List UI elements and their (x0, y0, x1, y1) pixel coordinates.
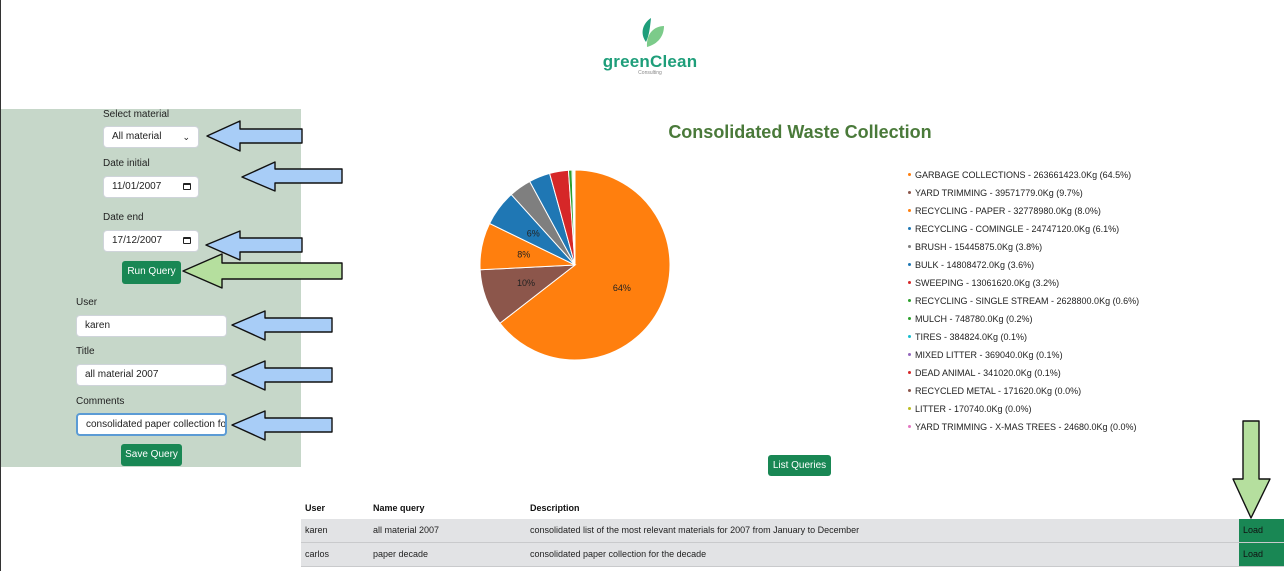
legend-dot-icon (908, 299, 911, 303)
legend-dot-icon (908, 317, 911, 321)
legend-label: MULCH - 748780.0Kg (0.2%) (915, 314, 1033, 324)
legend-label: YARD TRIMMING - 39571779.0Kg (9.7%) (915, 188, 1083, 198)
load-button[interactable]: Load (1239, 543, 1284, 566)
legend-label: TIRES - 384824.0Kg (0.1%) (915, 332, 1028, 342)
legend-item: RECYCLING - COMINGLE - 24747120.0Kg (6.1… (908, 224, 1278, 242)
user-input[interactable]: karen (76, 315, 227, 337)
legend-dot-icon (908, 191, 911, 195)
legend-label: RECYCLING - COMINGLE - 24747120.0Kg (6.1… (915, 224, 1120, 234)
date-end-input[interactable]: 17/12/2007 (103, 230, 199, 252)
row-user: karen (305, 525, 328, 535)
calendar-icon[interactable] (183, 237, 191, 244)
row-description: consolidated paper collection for the de… (530, 549, 707, 559)
comments-input[interactable]: consolidated paper collection for (76, 413, 227, 436)
legend-dot-icon (908, 371, 911, 375)
date-initial-value: 11/01/2007 (112, 181, 162, 192)
date-initial-label: Date initial (103, 158, 150, 169)
user-input-value: karen (85, 320, 111, 331)
legend-dot-icon (908, 425, 911, 429)
run-query-button[interactable]: Run Query (122, 261, 181, 284)
material-select[interactable]: All material ⌄ (103, 126, 199, 148)
legend-item: BULK - 14808472.0Kg (3.6%) (908, 260, 1278, 278)
title-input-value: all material 2007 (85, 369, 159, 380)
legend-dot-icon (908, 407, 911, 411)
legend-dot-icon (908, 389, 911, 393)
legend-dot-icon (908, 353, 911, 357)
material-label: Select material (103, 109, 170, 120)
legend-label: LITTER - 170740.0Kg (0.0%) (915, 404, 1032, 414)
pie-slice-label: 64% (613, 283, 631, 293)
load-button[interactable]: Load (1239, 519, 1284, 542)
pie-chart: 64% 10% 8% 6% (479, 169, 671, 361)
pie-slice (499, 169, 671, 361)
legend-label: DEAD ANIMAL - 341020.0Kg (0.1%) (915, 368, 1061, 378)
title-input[interactable]: all material 2007 (76, 364, 227, 386)
calendar-icon[interactable] (183, 183, 191, 190)
legend-label: YARD TRIMMING - X-MAS TREES - 24680.0Kg … (915, 422, 1137, 432)
column-header-description: Description (530, 503, 580, 513)
table-row: carlos paper decade consolidated paper c… (301, 543, 1284, 567)
legend-label: MIXED LITTER - 369040.0Kg (0.1%) (915, 350, 1063, 360)
legend-label: SWEEPING - 13061620.0Kg (3.2%) (915, 278, 1060, 288)
column-header-name-query: Name query (373, 503, 425, 513)
legend-label: GARBAGE COLLECTIONS - 263661423.0Kg (64.… (915, 170, 1132, 180)
legend-item: SWEEPING - 13061620.0Kg (3.2%) (908, 278, 1278, 296)
date-end-label: Date end (103, 212, 144, 223)
pie-slice-label: 6% (527, 229, 540, 239)
list-queries-button[interactable]: List Queries (768, 455, 831, 476)
date-initial-input[interactable]: 11/01/2007 (103, 176, 199, 198)
material-select-value: All material (112, 131, 162, 142)
chart-title: Consolidated Waste Collection (668, 122, 932, 142)
legend-item: RECYCLING - PAPER - 32778980.0Kg (8.0%) (908, 206, 1278, 224)
row-name-query: paper decade (373, 549, 429, 559)
chart-legend: GARBAGE COLLECTIONS - 263661423.0Kg (64.… (908, 170, 1278, 440)
legend-label: BRUSH - 15445875.0Kg (3.8%) (915, 242, 1043, 252)
legend-label: RECYCLING - PAPER - 32778980.0Kg (8.0%) (915, 206, 1101, 216)
legend-dot-icon (908, 227, 911, 231)
chevron-down-icon: ⌄ (182, 132, 190, 142)
legend-item: MIXED LITTER - 369040.0Kg (0.1%) (908, 350, 1278, 368)
legend-dot-icon (908, 263, 911, 267)
row-user: carlos (305, 549, 330, 559)
pie-slice (573, 169, 576, 266)
legend-item: BRUSH - 15445875.0Kg (3.8%) (908, 242, 1278, 260)
legend-item: RECYCLED METAL - 171620.0Kg (0.0%) (908, 386, 1278, 404)
legend-label: BULK - 14808472.0Kg (3.6%) (915, 260, 1035, 270)
column-header-user: User (305, 503, 326, 513)
legend-dot-icon (908, 281, 911, 285)
legend-item: YARD TRIMMING - X-MAS TREES - 24680.0Kg … (908, 422, 1278, 440)
date-end-value: 17/12/2007 (112, 235, 163, 246)
legend-item: RECYCLING - SINGLE STREAM - 2628800.0Kg … (908, 296, 1278, 314)
legend-item: LITTER - 170740.0Kg (0.0%) (908, 404, 1278, 422)
table-row: karen all material 2007 consolidated lis… (301, 519, 1284, 543)
legend-item: MULCH - 748780.0Kg (0.2%) (908, 314, 1278, 332)
legend-dot-icon (908, 209, 911, 213)
row-description: consolidated list of the most relevant m… (530, 525, 860, 535)
comments-input-value: consolidated paper collection for (86, 419, 227, 430)
pie-slice-label: 10% (517, 278, 535, 288)
title-label: Title (76, 346, 95, 357)
pie-slice-label: 8% (517, 250, 530, 260)
legend-item: DEAD ANIMAL - 341020.0Kg (0.1%) (908, 368, 1278, 386)
legend-label: RECYCLED METAL - 171620.0Kg (0.0%) (915, 386, 1082, 396)
legend-item: YARD TRIMMING - 39571779.0Kg (9.7%) (908, 188, 1278, 206)
left-edge-line (0, 0, 1, 571)
legend-item: TIRES - 384824.0Kg (0.1%) (908, 332, 1278, 350)
legend-dot-icon (908, 245, 911, 249)
row-name-query: all material 2007 (373, 525, 440, 535)
legend-dot-icon (908, 173, 911, 177)
legend-item: GARBAGE COLLECTIONS - 263661423.0Kg (64.… (908, 170, 1278, 188)
brand-name: greenClean (602, 52, 698, 71)
legend-label: RECYCLING - SINGLE STREAM - 2628800.0Kg … (915, 296, 1140, 306)
user-label: User (76, 297, 98, 308)
comments-label: Comments (76, 396, 125, 407)
save-query-button[interactable]: Save Query (121, 444, 182, 466)
leaf-logo-icon (642, 18, 664, 47)
legend-dot-icon (908, 335, 911, 339)
brand-subtitle: Consulting (638, 70, 662, 76)
